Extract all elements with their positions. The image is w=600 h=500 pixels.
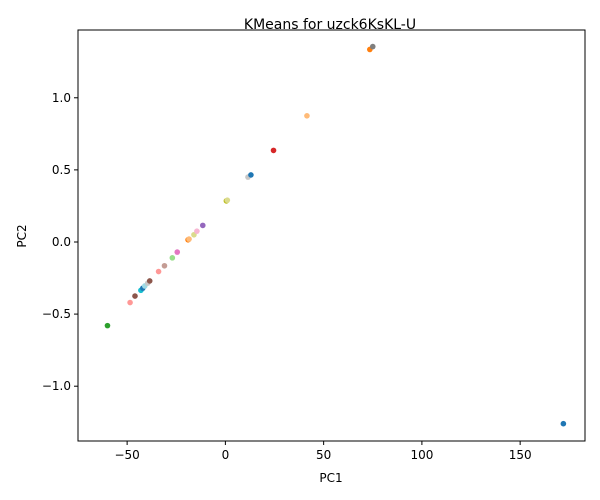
- y-tick-label: 1.0: [52, 91, 71, 105]
- y-tick-label: 0.0: [52, 235, 71, 249]
- data-point-9: [161, 262, 168, 269]
- x-tick-label: 150: [509, 448, 532, 462]
- data-point-25: [560, 420, 567, 427]
- data-point-10: [169, 255, 176, 261]
- data-point-22: [304, 113, 310, 119]
- data-point-15: [194, 228, 200, 234]
- y-tick-label: −1.0: [42, 379, 71, 393]
- y-axis: −1.0 −0.5 0.0 0.5 1.0: [42, 91, 78, 393]
- data-point-1: [127, 299, 133, 306]
- data-point-11: [174, 249, 181, 255]
- data-point-16: [199, 222, 206, 229]
- data-point-18: [224, 197, 231, 203]
- x-tick-label: 100: [410, 448, 433, 462]
- data-point-8: [155, 268, 162, 275]
- plot-frame: [77, 29, 586, 442]
- x-tick-label: 50: [316, 448, 331, 462]
- data-point-7: [146, 278, 153, 284]
- y-tick-label: 0.5: [52, 163, 71, 177]
- chart-title: KMeans for uzck6KsKL-U: [244, 17, 416, 33]
- y-axis-label: PC2: [15, 224, 29, 247]
- data-point-20: [248, 172, 254, 178]
- data-point-24: [369, 43, 376, 50]
- data-point-2: [132, 293, 138, 299]
- data-point-0: [104, 322, 111, 329]
- data-point-13: [186, 236, 192, 242]
- x-tick-label: −50: [114, 448, 139, 462]
- x-axis: −50 0 50 100 150: [114, 441, 532, 462]
- points-layer: [104, 43, 567, 427]
- x-axis-label: PC1: [319, 471, 342, 485]
- data-point-21: [270, 147, 277, 154]
- x-tick-label: 0: [222, 448, 230, 462]
- y-tick-label: −0.5: [42, 307, 71, 321]
